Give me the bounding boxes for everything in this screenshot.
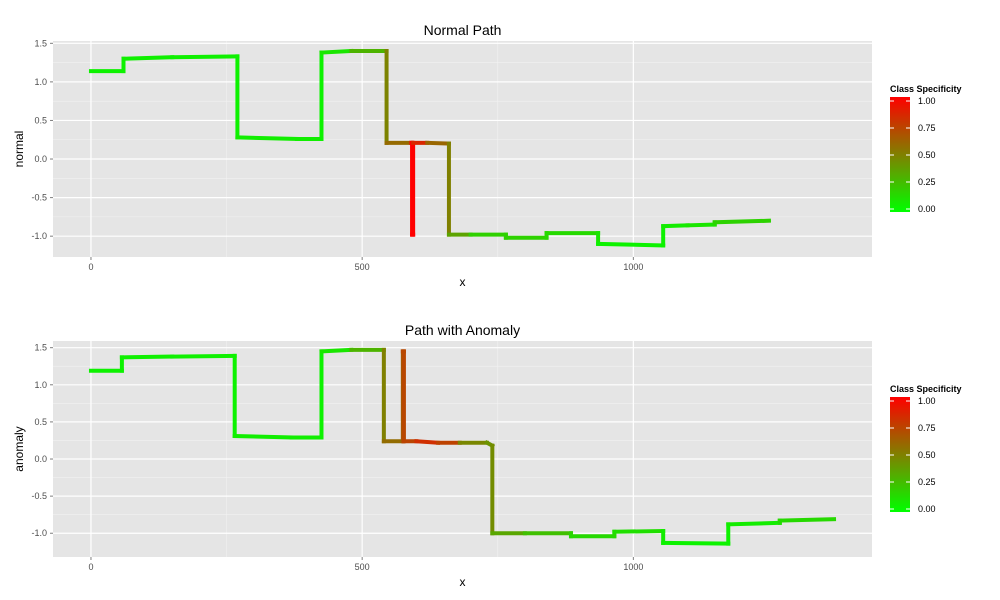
- legend-label: 0.25: [918, 477, 936, 487]
- path-segment: [170, 54, 240, 60]
- y-tick-label: 1.0: [34, 77, 47, 87]
- chart-title: Path with Anomaly: [405, 322, 520, 338]
- path-segment: [319, 347, 354, 354]
- path-segment: [119, 354, 175, 360]
- y-tick-label: 1.5: [34, 38, 47, 48]
- plot-background: [53, 41, 872, 257]
- y-tick-label: -1.0: [31, 231, 47, 241]
- y-tick-label: -1.0: [31, 528, 47, 538]
- x-tick-label: 0: [88, 262, 93, 272]
- path-segment: [414, 439, 441, 445]
- path-segment: [232, 433, 294, 440]
- anomaly-path-chart: 1.5 1.0 0.5 0.0 -0.5 -1.0 0 500 1000 Path with An…: [0, 300, 1000, 600]
- legend-label: 1.00: [918, 396, 936, 406]
- y-tick-label: 0.0: [34, 154, 47, 164]
- legend-label: 0.00: [918, 204, 936, 214]
- legend-label: 0.50: [918, 450, 936, 460]
- path-segment: [425, 140, 452, 146]
- y-tick-label: 1.5: [34, 343, 47, 353]
- anomaly-path-chart-svg: 1.5 1.0 0.5 0.0 -0.5 -1.0 0 500 1000 Path with An…: [12, 322, 962, 589]
- legend-title: Class Specificity: [890, 384, 962, 394]
- y-tick-label: 0.0: [34, 454, 47, 464]
- path-segment: [661, 223, 690, 229]
- y-axis-title: normal: [12, 131, 26, 168]
- y-axis-title: anomaly: [12, 426, 26, 471]
- path-segment: [712, 218, 772, 225]
- x-tick-label: 1000: [623, 262, 643, 272]
- legend-colorbar: [890, 397, 910, 512]
- y-tick-label: -0.5: [31, 491, 47, 501]
- legend-title: Class Specificity: [890, 84, 962, 94]
- x-axis-title: x: [460, 575, 466, 589]
- plot-background: [53, 341, 872, 557]
- path-segment: [596, 241, 666, 248]
- legend-label: 0.00: [918, 504, 936, 514]
- x-tick-label: 500: [355, 262, 370, 272]
- path-segment: [726, 520, 782, 527]
- path-segment: [235, 135, 300, 142]
- path-segment: [170, 353, 237, 359]
- path-segment: [685, 222, 717, 228]
- chart-title: Normal Path: [424, 22, 502, 38]
- path-segment: [121, 55, 175, 61]
- legend-label: 0.25: [918, 177, 936, 187]
- legend-label: 0.50: [918, 150, 936, 160]
- legend-label: 0.75: [918, 423, 936, 433]
- normal-path-chart-svg: 1.5 1.0 0.5 0.0 -0.5 -1.0 0 500 1000 Normal Path x…: [12, 22, 962, 289]
- x-tick-label: 500: [355, 562, 370, 572]
- y-tick-label: -0.5: [31, 193, 47, 203]
- y-tick-label: 1.0: [34, 380, 47, 390]
- path-segment: [777, 517, 837, 523]
- legend-colorbar: [890, 97, 910, 212]
- path-segment: [661, 540, 731, 546]
- legend-label: 0.75: [918, 123, 936, 133]
- legend-label: 1.00: [918, 96, 936, 106]
- x-tick-label: 1000: [623, 562, 643, 572]
- x-axis-title: x: [460, 275, 466, 289]
- path-segment: [612, 528, 666, 534]
- path-segment: [319, 48, 354, 55]
- y-tick-label: 0.5: [34, 115, 47, 125]
- x-tick-label: 0: [88, 562, 93, 572]
- y-tick-label: 0.5: [34, 417, 47, 427]
- normal-path-chart: 1.5 1.0 0.5 0.0 -0.5 -1.0 0 500 1000 Normal Path x…: [12, 22, 962, 289]
